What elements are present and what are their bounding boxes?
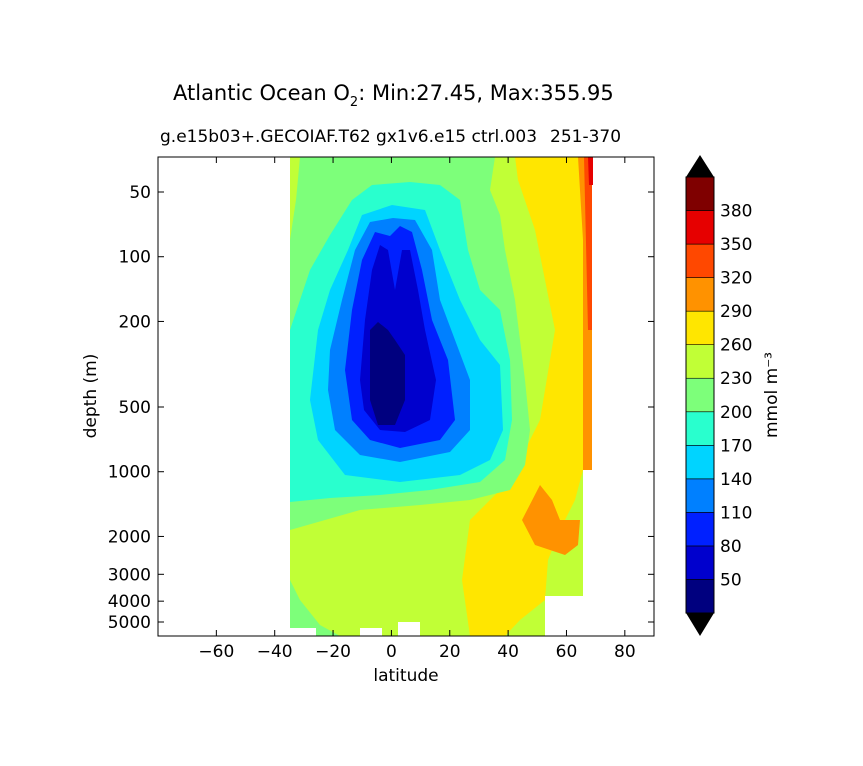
x-tick-label: 0 <box>386 642 397 662</box>
colorbar: 50 80 110 140 170 200 230 260 290 320 350 380 <box>685 155 752 636</box>
x-tick-label: −20 <box>315 642 351 662</box>
colorbar-segment <box>685 377 715 413</box>
colorbar-extend-bottom <box>686 613 714 636</box>
x-tick-label: 80 <box>614 642 636 662</box>
plot-frame <box>157 156 655 637</box>
bathymetry-mask-6 <box>593 157 654 470</box>
colorbar-segment <box>685 445 715 480</box>
colorbar-frame <box>685 176 715 614</box>
chart-subtitle-overlap: 251-370 <box>550 127 621 147</box>
colorbar-segment <box>685 210 715 245</box>
colorbar-segment <box>685 277 715 312</box>
colorbar-segment <box>685 411 715 446</box>
colorbar-tick-label: 170 <box>720 436 752 456</box>
x-tick-label: −60 <box>198 642 234 662</box>
x-tick-label: 60 <box>556 642 578 662</box>
colorbar-tick-label: 320 <box>720 269 752 289</box>
bathymetry-mask-3 <box>398 622 420 636</box>
bathymetry-mask-2 <box>360 628 382 636</box>
contour-band-under-50 <box>370 322 405 425</box>
contour-field <box>290 157 654 636</box>
colorbar-segment <box>685 243 715 278</box>
y-tick-label: 3000 <box>108 565 151 585</box>
chart-title: Atlantic Ocean O2: Min:27.45, Max:355.95 <box>173 81 614 110</box>
y-tick-label: 200 <box>119 312 151 332</box>
colorbar-tick-label: 230 <box>720 369 752 389</box>
x-axis-label: latitude <box>373 666 438 686</box>
colorbar-tick-label: 140 <box>720 470 752 490</box>
colorbar-tick-label: 260 <box>720 336 752 356</box>
colorbar-tick-label: 350 <box>720 235 752 255</box>
y-axis-label: depth (m) <box>81 354 101 439</box>
bathymetry-mask-1 <box>290 628 316 636</box>
bathymetry-mask-4 <box>545 596 654 636</box>
x-tick-label: 40 <box>497 642 519 662</box>
x-axis: −60 −40 −20 0 20 40 60 80 <box>198 157 636 662</box>
contour-band-320-350 <box>584 157 592 330</box>
y-tick-label: 5000 <box>108 613 151 633</box>
contour-band-350-380 <box>588 157 593 185</box>
x-tick-label: −40 <box>257 642 293 662</box>
colorbar-segment <box>685 512 715 547</box>
colorbar-segment <box>685 344 715 379</box>
y-tick-label: 2000 <box>108 527 151 547</box>
y-tick-label: 4000 <box>108 592 151 612</box>
y-tick-label: 1000 <box>108 463 151 483</box>
chart-subtitle: g.e15b03+.GECOIAF.T62 gx1v6.e15 ctrl.003 <box>160 127 537 147</box>
contour-band-200-230-deep <box>290 580 340 636</box>
colorbar-tick-label: 110 <box>720 503 752 523</box>
colorbar-label: mmol m⁻³ <box>762 352 782 438</box>
bathymetry-mask-5 <box>583 470 654 600</box>
y-tick-label: 50 <box>129 183 151 203</box>
plot-area: −60 −40 −20 0 20 40 60 80 50 100 200 500 1000 2000 30… <box>81 156 655 686</box>
colorbar-tick-label: 80 <box>720 537 742 557</box>
colorbar-segment <box>685 545 715 580</box>
colorbar-tick-label: 380 <box>720 202 752 222</box>
colorbar-tick-label: 50 <box>720 570 742 590</box>
x-tick-label: 20 <box>439 642 461 662</box>
colorbar-segment <box>685 310 715 345</box>
colorbar-segment <box>685 579 715 614</box>
colorbar-segment <box>685 176 715 211</box>
colorbar-tick-label: 290 <box>720 302 752 322</box>
colorbar-extend-top <box>686 155 714 177</box>
colorbar-segment <box>685 478 715 513</box>
colorbar-tick-label: 200 <box>720 403 752 423</box>
contour-band-290-320 <box>522 485 580 555</box>
y-tick-label: 500 <box>119 398 151 418</box>
y-tick-label: 100 <box>119 248 151 268</box>
